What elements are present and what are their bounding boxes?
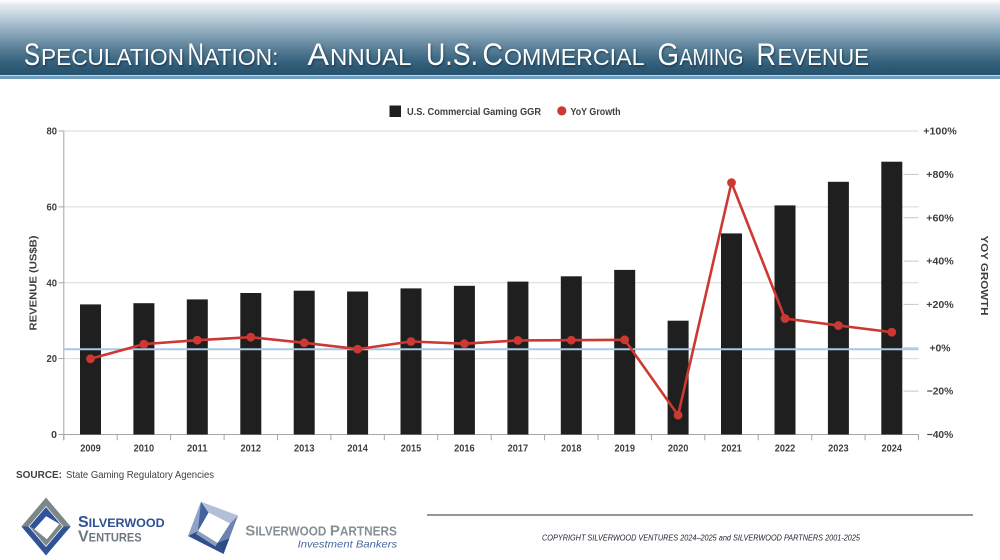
svg-text:2021: 2021	[721, 442, 742, 454]
svg-text:2018: 2018	[561, 442, 582, 454]
svg-text:40: 40	[47, 277, 58, 289]
svg-text:YoY Growth: YoY Growth	[571, 106, 621, 118]
svg-text:2011: 2011	[187, 442, 208, 454]
svg-text:2012: 2012	[241, 442, 262, 454]
svg-text:2024: 2024	[882, 442, 903, 454]
svg-text:YOY GROWTH: YOY GROWTH	[978, 236, 990, 316]
svg-text:NNUAL: NNUAL	[330, 44, 412, 70]
svg-text:2015: 2015	[401, 442, 422, 454]
svg-text:−40%: −40%	[927, 429, 954, 441]
svg-text:VENTURES: VENTURES	[78, 529, 142, 546]
svg-text:AMING: AMING	[680, 44, 744, 70]
svg-text:U.S.: U.S.	[426, 36, 478, 72]
svg-text:R: R	[757, 36, 777, 72]
svg-text:COPYRIGHT SILVERWOOD VENTURES: COPYRIGHT SILVERWOOD VENTURES 2024–2025 …	[542, 534, 860, 543]
svg-text:PECULATION: PECULATION	[41, 44, 184, 70]
svg-text:+40%: +40%	[926, 256, 954, 268]
svg-text:ATION:: ATION:	[204, 44, 279, 70]
svg-text:S: S	[24, 36, 40, 72]
svg-text:REVENUE (US$B): REVENUE (US$B)	[28, 236, 40, 331]
svg-text:+0%: +0%	[930, 342, 952, 354]
svg-text:60: 60	[47, 202, 58, 214]
svg-text:2019: 2019	[614, 442, 635, 454]
svg-text:2020: 2020	[668, 442, 689, 454]
svg-text:+100%: +100%	[923, 126, 957, 138]
svg-text:+20%: +20%	[926, 299, 954, 311]
svg-text:G: G	[658, 36, 680, 72]
svg-text:+80%: +80%	[926, 169, 954, 181]
svg-text:2016: 2016	[454, 442, 475, 454]
svg-text:2009: 2009	[80, 442, 101, 454]
svg-text:2014: 2014	[347, 442, 368, 454]
svg-text:EVENUE: EVENUE	[778, 44, 870, 70]
svg-text:2010: 2010	[134, 442, 155, 454]
svg-text:2023: 2023	[828, 442, 849, 454]
svg-text:SILVERWOOD: SILVERWOOD	[78, 514, 165, 531]
svg-text:C: C	[483, 36, 504, 72]
svg-text:2022: 2022	[775, 442, 796, 454]
svg-text:2017: 2017	[508, 442, 529, 454]
svg-text:A: A	[308, 36, 330, 72]
svg-text:+60%: +60%	[926, 212, 954, 224]
svg-text:N: N	[188, 36, 205, 72]
svg-text:OMMERCIAL: OMMERCIAL	[504, 44, 645, 70]
svg-text:20: 20	[47, 353, 58, 365]
svg-text:80: 80	[47, 126, 58, 138]
svg-text:−20%: −20%	[927, 386, 954, 398]
svg-text:Investment Bankers: Investment Bankers	[298, 538, 398, 550]
svg-text:SOURCE:State Gaming Regulatory: SOURCE: State Gaming Regulatory Agencies	[16, 469, 214, 481]
svg-text:U.S. Commercial Gaming GGR: U.S. Commercial Gaming GGR	[407, 106, 541, 118]
svg-text:2013: 2013	[294, 442, 315, 454]
svg-text:0: 0	[51, 429, 57, 441]
